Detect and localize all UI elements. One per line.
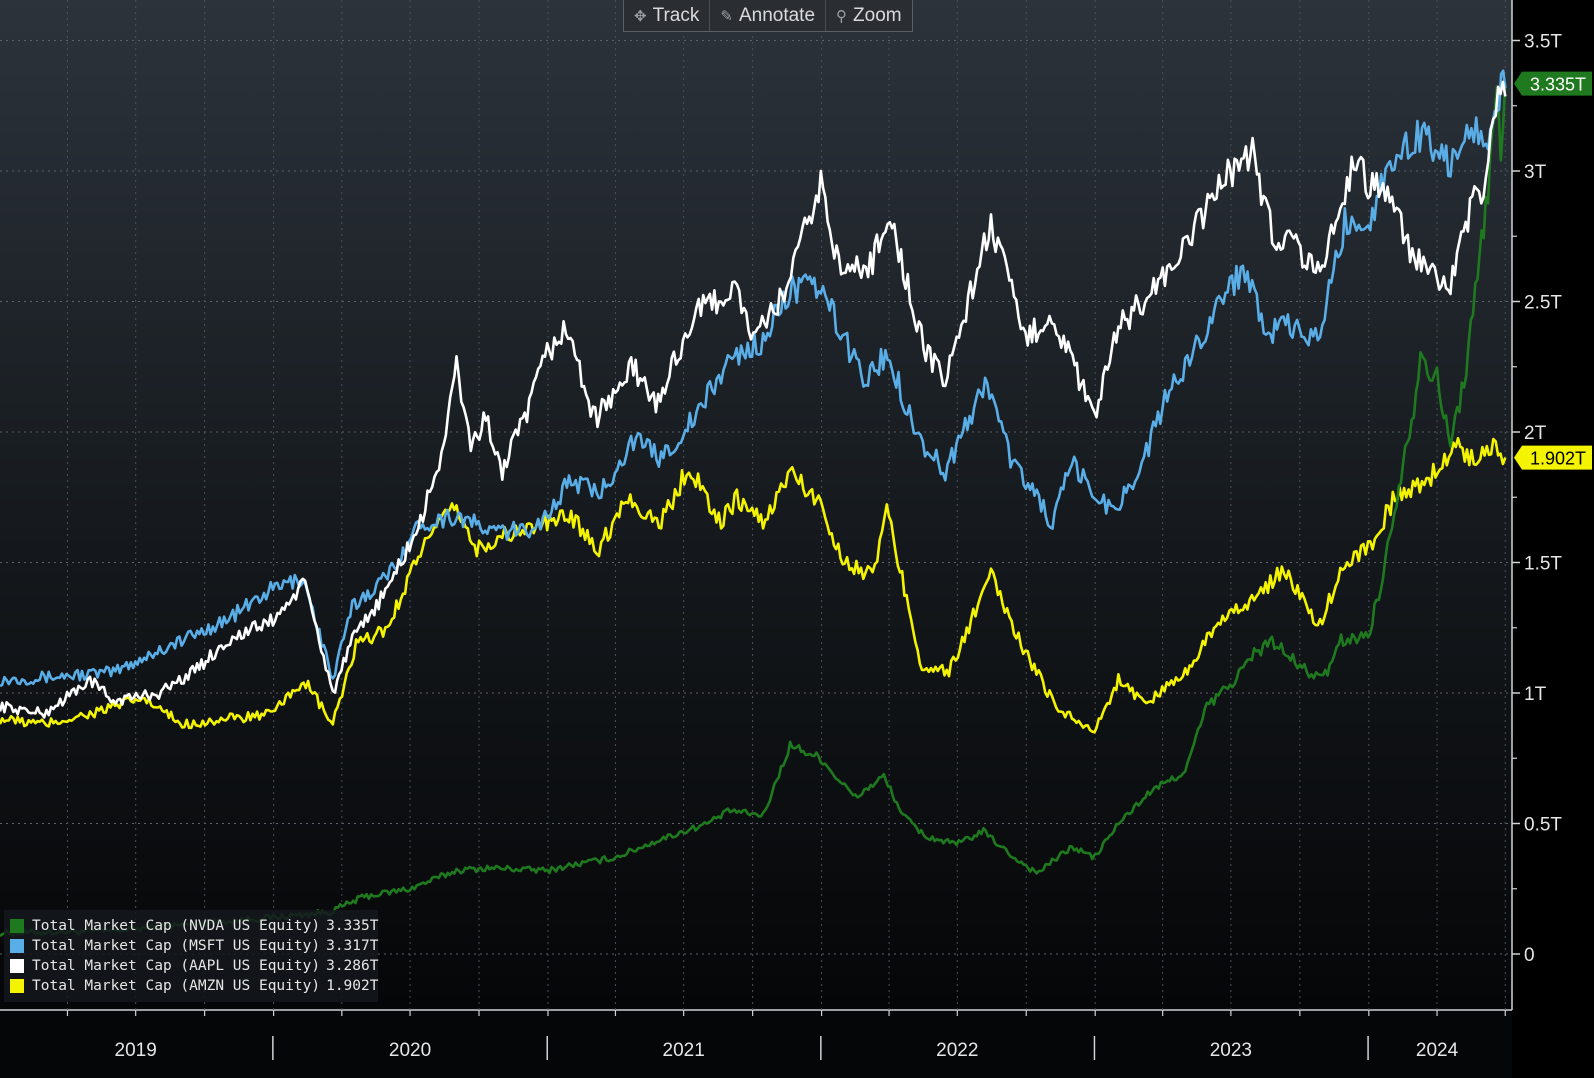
legend-value: 3.286T <box>326 958 379 974</box>
x-year-label: 2023 <box>1210 1040 1252 1061</box>
badge-shape <box>1514 71 1592 96</box>
y-axis: 3.5T 3T 2.5T 2T 1.5T 1T 0.5T 0 <box>1512 32 1562 966</box>
legend-value: 1.902T <box>326 978 379 994</box>
pencil-icon: ✎ <box>720 7 733 25</box>
zoom-label: Zoom <box>853 4 902 26</box>
x-year-label: 2020 <box>389 1040 431 1061</box>
legend-label: Total Market Cap (MSFT US Equity) <box>32 938 321 954</box>
legend-item-msft[interactable]: Total Market Cap (MSFT US Equity) 3.317T <box>10 936 378 956</box>
last-value-badge-3: 1.902T <box>1514 445 1592 470</box>
legend-value: 3.317T <box>326 938 379 954</box>
annotate-button[interactable]: ✎ Annotate <box>710 0 827 31</box>
magnifier-icon: ⚲ <box>836 7 848 25</box>
x-axis-band <box>0 1010 1512 1078</box>
legend-value: 3.335T <box>326 918 379 934</box>
plot-background <box>0 0 1512 1010</box>
grid-lines <box>0 0 1512 1010</box>
track-button[interactable]: ✥ Track <box>624 0 711 31</box>
badge-label: 1.902T <box>1530 449 1586 469</box>
x-year-label: 2022 <box>936 1040 978 1061</box>
track-label: Track <box>652 4 700 26</box>
legend-label: Total Market Cap (NVDA US Equity) <box>32 918 321 934</box>
crosshair-icon: ✥ <box>634 7 647 25</box>
badge-label: 3.335T <box>1530 75 1586 95</box>
x-year-label: 2019 <box>115 1040 157 1061</box>
zoom-button[interactable]: ⚲ Zoom <box>826 0 912 31</box>
y-tick-label: 3.5T <box>1524 32 1562 53</box>
annotate-label: Annotate <box>738 4 816 26</box>
x-year-label: 2024 <box>1416 1040 1459 1061</box>
y-tick-label: 2.5T <box>1524 293 1562 314</box>
legend-swatch <box>10 919 24 933</box>
badge-shape <box>1514 445 1592 470</box>
legend-swatch <box>10 939 24 953</box>
y-tick-label: 3T <box>1524 162 1547 183</box>
series-line-1 <box>0 69 1507 688</box>
legend-swatch <box>10 959 24 973</box>
legend-swatch <box>10 979 24 993</box>
legend-label: Total Market Cap (AAPL US Equity) <box>32 958 321 974</box>
y-tick-label: 1T <box>1524 684 1547 705</box>
last-value-badges: 3.335T 1.902T <box>1514 71 1592 470</box>
chart-toolbar: ✥ Track ✎ Annotate ⚲ Zoom <box>623 0 913 32</box>
y-axis-band <box>1512 0 1594 1078</box>
chart-legend: Total Market Cap (NVDA US Equity) 3.335T… <box>4 910 378 1002</box>
y-tick-label: 1.5T <box>1524 554 1562 575</box>
series-line-2 <box>0 80 1507 719</box>
y-tick-label: 2T <box>1524 423 1547 444</box>
y-tick-label: 0.5T <box>1524 815 1562 836</box>
legend-item-aapl[interactable]: Total Market Cap (AAPL US Equity) 3.286T <box>10 956 378 976</box>
x-year-label: 2021 <box>663 1040 705 1061</box>
x-axis: 2019 2020 2021 2022 2023 2024 <box>66 1010 1506 1061</box>
legend-item-amzn[interactable]: Total Market Cap (AMZN US Equity) 1.902T <box>10 976 378 996</box>
last-value-badge-0: 3.335T <box>1514 71 1592 96</box>
legend-label: Total Market Cap (AMZN US Equity) <box>32 978 321 994</box>
y-tick-label: 0 <box>1524 945 1535 966</box>
series-line-3 <box>0 436 1507 734</box>
legend-item-nvda[interactable]: Total Market Cap (NVDA US Equity) 3.335T <box>10 916 378 936</box>
